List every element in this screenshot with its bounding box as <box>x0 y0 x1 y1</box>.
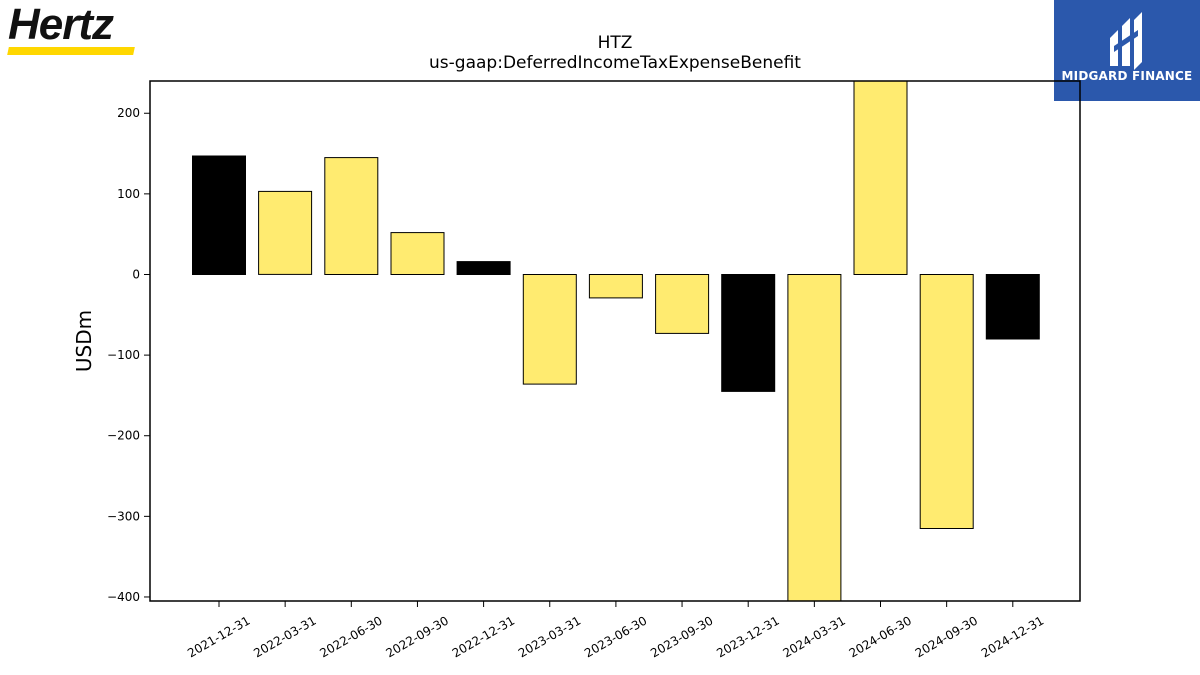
x-tick-label: 2022-03-31 <box>251 613 318 660</box>
midgard-emblem-icon <box>1110 12 1142 70</box>
bar-2024-09-30 <box>919 274 974 529</box>
x-tick-label: 2023-12-31 <box>714 613 781 660</box>
x-tick-label: 2024-06-30 <box>847 613 914 660</box>
chart-title: HTZ <box>598 33 633 53</box>
bar-2023-03-31 <box>522 274 577 385</box>
x-axis-ticks: 2021-12-312022-03-312022-06-302022-09-30… <box>185 601 1046 660</box>
bar-2023-06-30 <box>588 274 643 299</box>
x-tick-label: 2022-06-30 <box>317 613 384 660</box>
x-tick-label: 2024-03-31 <box>780 613 847 660</box>
bar-2023-09-30 <box>655 274 710 334</box>
x-tick-label: 2023-06-30 <box>582 613 649 660</box>
y-axis-label: USDm <box>72 310 96 372</box>
bar-2024-03-31 <box>787 274 842 602</box>
x-tick-label: 2023-09-30 <box>648 613 715 660</box>
midgard-finance-name: MIDGARD FINANCE <box>1061 69 1193 83</box>
bar-2022-06-30 <box>324 157 379 276</box>
y-tick-label: −300 <box>107 509 140 523</box>
hertz-logo: Hertz <box>6 0 136 55</box>
x-tick-label: 2023-03-31 <box>516 613 583 660</box>
bar-2022-09-30 <box>390 232 445 276</box>
y-tick-label: 100 <box>117 187 140 201</box>
bar-2024-06-30 <box>853 80 908 275</box>
x-tick-label: 2024-09-30 <box>913 613 980 660</box>
bar-2023-12-31 <box>721 274 776 392</box>
y-tick-label: −200 <box>107 429 140 443</box>
y-tick-label: −400 <box>107 590 140 604</box>
y-tick-label: −100 <box>107 348 140 362</box>
midgard-finance-logo: MIDGARD FINANCE <box>1054 0 1200 101</box>
bar-2022-12-31 <box>456 261 511 276</box>
x-tick-label: 2022-12-31 <box>450 613 517 660</box>
x-tick-label: 2024-12-31 <box>979 613 1046 660</box>
bars-group <box>192 80 1040 602</box>
chart-subtitle: us-gaap:DeferredIncomeTaxExpenseBenefit <box>429 53 801 73</box>
y-axis-ticks: 200 100 0 −100 −200 −300 −400 <box>107 106 150 604</box>
x-tick-label: 2022-09-30 <box>384 613 451 660</box>
plot-frame <box>149 80 1081 602</box>
y-tick-label: 200 <box>117 106 140 120</box>
bar-2021-12-31 <box>192 155 246 275</box>
hertz-logo-wordmark: Hertz <box>8 0 114 49</box>
y-tick-label: 0 <box>132 267 140 281</box>
x-tick-label: 2021-12-31 <box>185 613 252 660</box>
bar-2024-12-31 <box>985 274 1040 340</box>
bar-2022-03-31 <box>258 190 313 275</box>
